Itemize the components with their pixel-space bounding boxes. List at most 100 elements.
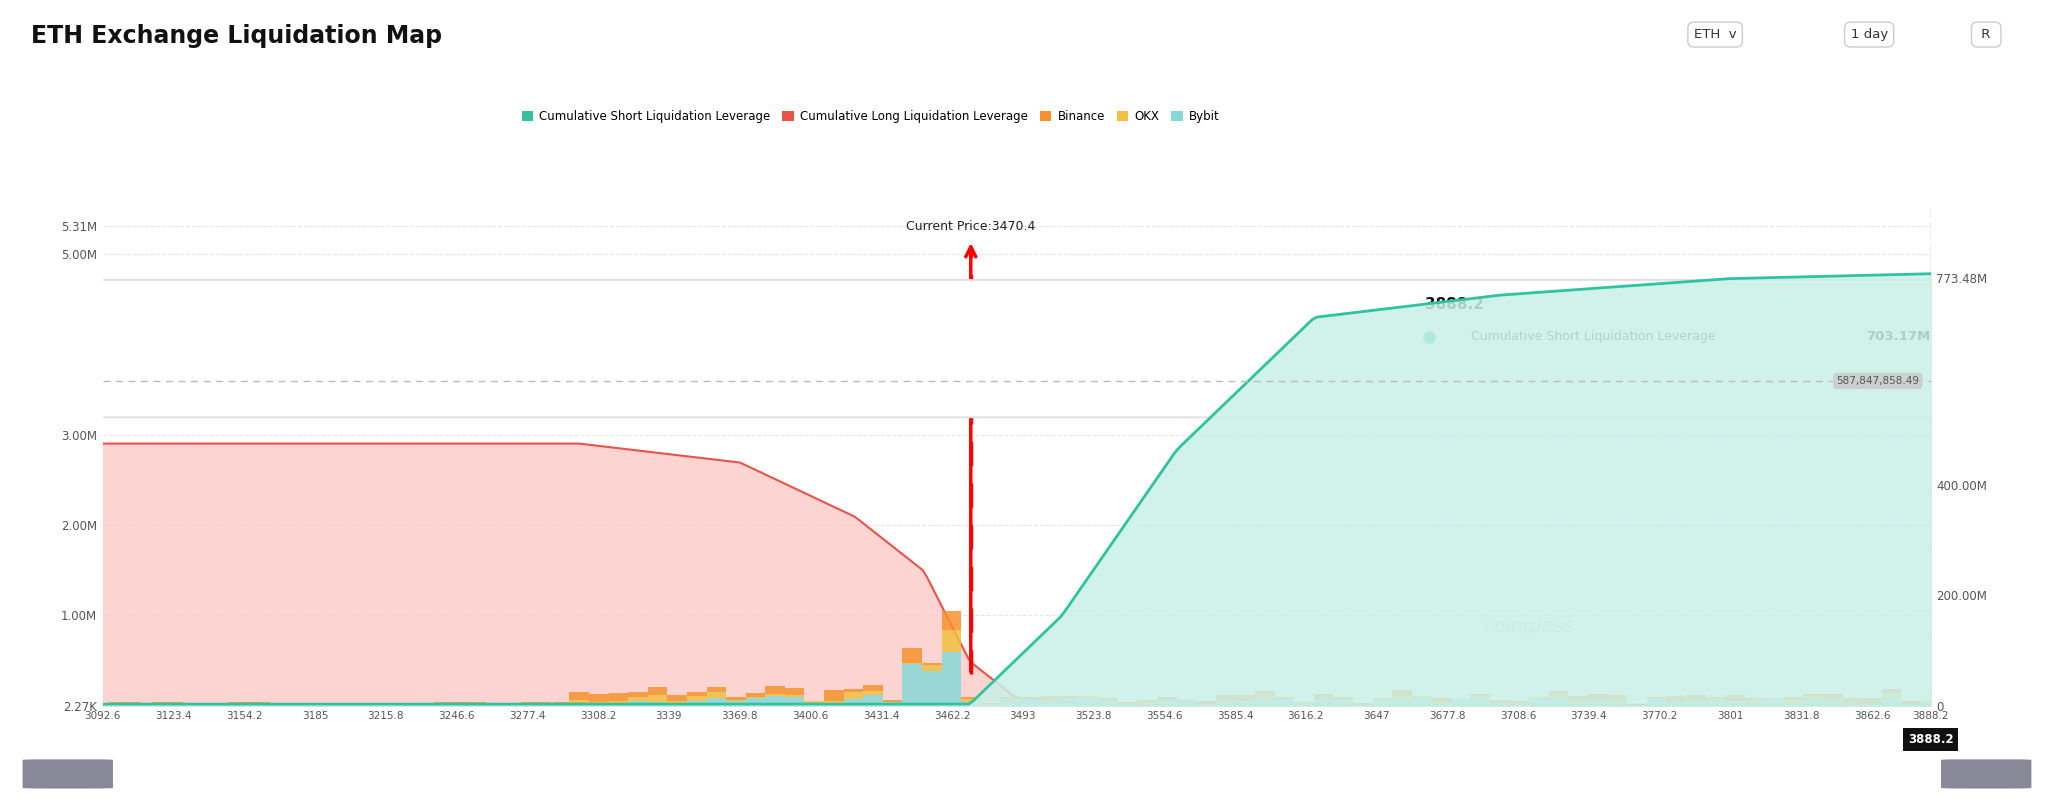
Bar	[1450, 699, 1471, 706]
Bar	[1863, 698, 1881, 704]
Bar	[1372, 701, 1393, 706]
Bar	[88, 704, 117, 706]
Bar	[1000, 701, 1021, 706]
Bar	[824, 703, 844, 706]
Bar	[294, 705, 325, 706]
Bar	[1842, 703, 1863, 705]
Bar	[238, 704, 269, 706]
Bar	[238, 702, 269, 703]
Bar	[1117, 704, 1138, 706]
Bar	[456, 702, 487, 703]
Bar	[1803, 694, 1824, 696]
Bar	[142, 705, 173, 706]
Bar	[195, 703, 226, 704]
Bar	[185, 703, 216, 704]
Bar	[1666, 703, 1686, 706]
Bar	[1881, 693, 1902, 699]
Bar	[589, 695, 608, 702]
Bar	[1255, 699, 1276, 706]
Bar	[902, 663, 922, 706]
Bar	[686, 696, 707, 701]
Bar	[131, 705, 162, 706]
Bar	[1099, 698, 1117, 701]
Legend: Cumulative Short Liquidation Leverage, Cumulative Long Liquidation Leverage, Bin: Cumulative Short Liquidation Leverage, C…	[518, 105, 1224, 128]
Bar	[1195, 704, 1216, 706]
Bar	[569, 692, 589, 700]
Bar	[1333, 698, 1354, 700]
Bar	[686, 692, 707, 696]
Bar	[766, 686, 785, 695]
Bar	[1138, 700, 1156, 702]
Bar	[1078, 699, 1099, 706]
Bar	[1783, 700, 1803, 703]
Bar	[1315, 695, 1333, 699]
Bar	[1333, 700, 1354, 701]
Bar	[1216, 695, 1234, 699]
Bar	[785, 687, 805, 695]
Bar	[922, 663, 941, 665]
Bar	[218, 705, 249, 706]
Text: ETH Exchange Liquidation Map: ETH Exchange Liquidation Map	[31, 24, 442, 48]
Bar	[961, 702, 980, 706]
Bar	[380, 705, 411, 706]
Bar	[337, 703, 368, 705]
Bar	[707, 698, 727, 706]
Bar	[961, 699, 980, 702]
Bar	[1471, 694, 1489, 697]
Bar	[1315, 699, 1333, 706]
Bar	[1920, 699, 1941, 703]
Bar	[1510, 703, 1530, 704]
Text: 587,847,858.49: 587,847,858.49	[1836, 376, 1918, 386]
Bar	[1666, 696, 1686, 702]
Bar	[922, 671, 941, 706]
Bar	[1705, 697, 1725, 698]
Bar	[109, 702, 140, 703]
Bar	[1803, 700, 1824, 706]
Bar	[1824, 695, 1842, 698]
Bar	[1276, 697, 1294, 699]
Text: R: R	[1978, 28, 1994, 41]
Bar	[152, 704, 183, 706]
Text: Cumulative Short Liquidation Leverage: Cumulative Short Liquidation Leverage	[1471, 330, 1715, 343]
Bar	[707, 687, 727, 692]
Bar	[1060, 695, 1078, 699]
Bar	[785, 695, 805, 698]
Text: 4,039,154.43: 4,039,154.43	[115, 335, 183, 346]
Bar	[1647, 698, 1666, 699]
Bar	[1549, 697, 1569, 699]
Bar	[1117, 702, 1138, 704]
Bar	[1393, 700, 1411, 706]
Bar	[1000, 699, 1021, 701]
FancyBboxPatch shape	[1941, 759, 2031, 788]
Bar	[1432, 699, 1450, 702]
Bar	[1021, 697, 1039, 699]
Bar	[1471, 699, 1489, 706]
Bar	[207, 703, 236, 704]
Bar	[207, 704, 236, 706]
Bar	[844, 699, 863, 706]
Bar	[1099, 701, 1117, 702]
Bar	[824, 691, 844, 700]
Bar	[1569, 700, 1588, 704]
Bar	[433, 704, 464, 706]
Bar	[99, 703, 129, 704]
Bar	[162, 703, 193, 705]
Bar	[1764, 699, 1783, 700]
Bar	[499, 705, 530, 706]
Bar	[1588, 700, 1608, 701]
Bar	[1686, 699, 1705, 701]
FancyBboxPatch shape	[23, 759, 113, 788]
Bar	[1510, 701, 1530, 703]
Bar	[489, 703, 520, 704]
Bar	[1393, 690, 1411, 696]
Text: 3888.2: 3888.2	[1425, 297, 1483, 312]
Bar	[668, 695, 686, 701]
Bar	[1354, 703, 1372, 706]
Bar	[499, 704, 530, 705]
Bar	[466, 704, 497, 706]
Bar	[980, 704, 1000, 706]
Bar	[1471, 697, 1489, 699]
Bar	[218, 703, 249, 704]
Bar	[1842, 705, 1863, 706]
Bar	[922, 665, 941, 671]
